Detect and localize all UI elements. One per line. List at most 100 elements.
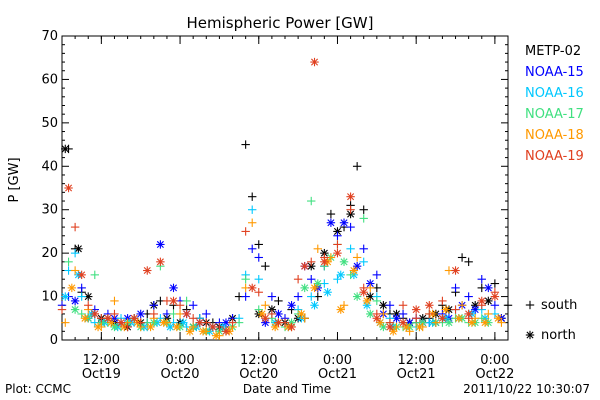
chart-title: Hemispheric Power [GW] <box>187 14 374 32</box>
point-metp-02-south <box>359 205 368 214</box>
point-noaa-18-north <box>362 296 372 306</box>
x-tick-label-time: 12:00 <box>83 353 120 368</box>
point-noaa-19-north <box>274 318 283 327</box>
point-noaa-15-south <box>333 231 342 240</box>
point-noaa-17-north <box>352 292 362 301</box>
point-metp-02-south <box>261 261 270 271</box>
point-noaa-19-north <box>464 309 473 319</box>
point-noaa-18-south <box>261 301 270 310</box>
point-noaa-18-north <box>480 318 490 327</box>
legend-entry-noaa-18: NOAA-18 <box>525 128 584 143</box>
point-noaa-16-north <box>336 270 345 280</box>
point-noaa-19-north <box>372 314 382 323</box>
point-noaa-18-south <box>484 309 493 319</box>
point-noaa-18-north <box>297 309 306 319</box>
point-noaa-15-north <box>352 261 362 271</box>
point-noaa-15-north <box>70 296 80 306</box>
point-noaa-15-south <box>490 301 500 310</box>
point-noaa-18-south <box>188 322 198 332</box>
point-noaa-19-south <box>307 257 316 267</box>
point-metp-02-south <box>254 240 263 249</box>
point-noaa-19-south <box>136 318 145 327</box>
y-tick-label: 40 <box>41 159 58 174</box>
point-noaa-19-north <box>333 248 342 258</box>
point-noaa-15-north <box>169 283 178 293</box>
point-noaa-19-north <box>182 309 191 319</box>
point-metp-02-south <box>326 209 336 219</box>
point-noaa-18-south <box>339 301 349 310</box>
point-noaa-16-north <box>310 301 319 310</box>
point-noaa-19-north <box>398 318 408 327</box>
y-axis-ticks: 0 10 20 30 40 50 60 70 <box>41 29 508 348</box>
point-noaa-18-north <box>349 266 359 275</box>
point-noaa-19-north <box>425 301 434 310</box>
point-noaa-18-south <box>457 301 467 310</box>
point-noaa-19-north <box>359 288 368 297</box>
legend-entry-metp-02: METP-02 <box>525 44 581 59</box>
point-noaa-19-north <box>169 296 178 306</box>
marker-legend-label: south <box>541 298 577 313</box>
point-noaa-16-south <box>359 257 368 267</box>
plot-credit: Plot: CCMC <box>5 382 71 396</box>
point-noaa-16-south <box>77 292 86 301</box>
point-noaa-19-south <box>267 309 277 319</box>
point-noaa-16-south <box>254 275 263 284</box>
point-noaa-15-south <box>254 253 263 262</box>
point-noaa-19-south <box>110 309 119 319</box>
point-noaa-19-south <box>346 205 355 214</box>
point-noaa-15-north <box>156 240 165 249</box>
plot-frame <box>61 35 509 341</box>
point-noaa-18-north <box>415 322 424 332</box>
point-metp-02-north <box>61 144 70 154</box>
x-axis-label: Date and Time <box>243 382 331 396</box>
series-legend: METP-02 NOAA-15 NOAA-16 NOAA-17 NOAA-18 NOAA-… <box>525 44 584 164</box>
point-metp-02-south <box>503 301 513 310</box>
point-noaa-15-north <box>471 305 480 314</box>
point-noaa-18-south <box>352 253 362 262</box>
point-noaa-15-south <box>398 309 408 319</box>
point-noaa-18-north <box>467 318 477 327</box>
point-noaa-19-north <box>221 327 231 336</box>
point-noaa-18-south <box>110 296 119 306</box>
point-noaa-17-south <box>307 196 316 206</box>
point-noaa-15-south <box>241 292 250 301</box>
point-noaa-18-south <box>248 218 257 227</box>
point-noaa-19-north <box>287 322 296 332</box>
point-noaa-15-north <box>326 218 336 227</box>
point-noaa-17-north <box>379 322 388 332</box>
plot-area <box>61 35 509 341</box>
point-noaa-15-south <box>464 292 473 301</box>
y-tick-label: 70 <box>41 29 58 44</box>
point-noaa-18-north <box>310 283 319 293</box>
point-noaa-19-south <box>333 240 342 249</box>
point-noaa-19-north <box>103 314 113 323</box>
legend-entry-noaa-16: NOAA-16 <box>525 86 584 101</box>
point-noaa-18-north <box>93 322 103 332</box>
point-noaa-18-south <box>497 318 506 327</box>
point-noaa-15-south <box>477 275 486 284</box>
point-noaa-19-north <box>300 261 309 271</box>
point-metp-02-south <box>490 279 500 288</box>
point-noaa-18-south <box>300 314 309 323</box>
point-metp-02-south <box>241 140 250 149</box>
point-noaa-19-south <box>149 309 159 319</box>
point-noaa-19-north <box>451 266 460 275</box>
point-noaa-15-south <box>77 283 86 293</box>
point-noaa-18-south <box>405 327 414 336</box>
point-noaa-17-north <box>110 322 119 332</box>
point-noaa-15-north <box>287 301 296 310</box>
point-noaa-19-south <box>293 275 303 284</box>
point-noaa-15-south <box>372 270 382 280</box>
legend-entry-noaa-15: NOAA-15 <box>525 65 584 80</box>
point-noaa-19-north <box>310 57 319 67</box>
point-metp-02-north <box>484 296 493 306</box>
point-noaa-19-north <box>490 292 500 301</box>
point-noaa-18-north <box>454 314 464 323</box>
point-noaa-18-north <box>198 327 208 336</box>
point-noaa-17-south <box>64 257 73 267</box>
point-noaa-19-south <box>411 314 421 323</box>
point-noaa-19-south <box>123 322 132 332</box>
point-noaa-15-north <box>136 309 145 319</box>
point-noaa-15-south <box>188 301 198 310</box>
